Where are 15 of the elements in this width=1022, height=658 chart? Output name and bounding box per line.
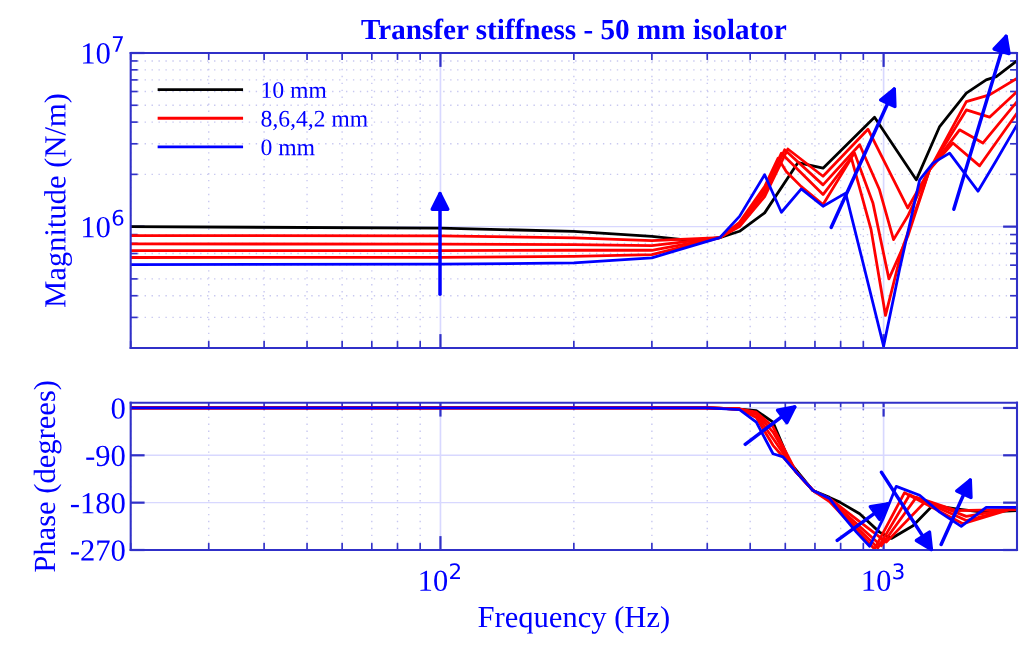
y-tick-label: -180 — [70, 492, 125, 514]
legend-label: 8,6,4,2 mm — [261, 110, 368, 131]
legend-label: 0 mm — [261, 139, 315, 156]
x-tick-label: 10$^{3}$ — [863, 563, 904, 592]
y-tick-label: -270 — [70, 540, 125, 561]
y-tick-label: 10$^{6}$ — [83, 209, 124, 238]
y-tick-label: 10$^{7}$ — [83, 36, 123, 64]
y-axis-title: Phase (degrees) — [33, 381, 62, 572]
legend-label: 10 mm — [262, 82, 327, 99]
chart-title: Transfer stiffness - 50 mm isolator — [361, 18, 787, 40]
x-tick-label: 10$^{2}$ — [420, 563, 460, 592]
y-tick-label: -90 — [86, 445, 125, 467]
y-tick-label: 0 — [111, 398, 125, 419]
y-axis-title: Magnitude (N/m) — [44, 94, 72, 307]
x-axis-title: Frequency (Hz) — [478, 605, 669, 634]
